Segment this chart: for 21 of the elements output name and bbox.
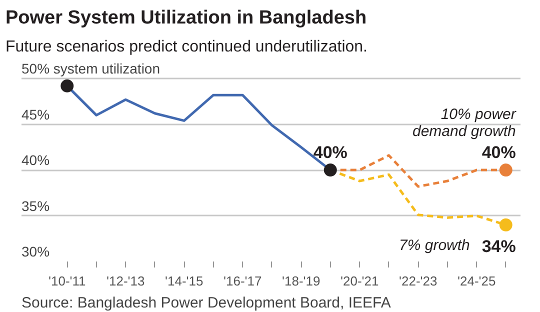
chart-title: Power System Utilization in Bangladesh xyxy=(6,8,367,28)
y-tick-label: 40% xyxy=(22,152,50,168)
x-tick-label: '16-'17 xyxy=(224,274,262,288)
series-label: 10% power demand growth xyxy=(412,106,517,140)
x-tick-label: '14-'15 xyxy=(165,274,204,288)
data-label: 40% xyxy=(482,143,516,162)
data-label: 34% xyxy=(482,236,516,256)
source-note: Source: Bangladesh Power Development Board, IEEFA xyxy=(22,294,391,312)
x-tick-label: '24-'25 xyxy=(458,274,496,288)
x-tick-label: '22-'23 xyxy=(399,274,438,288)
x-tick-label: '18-'19 xyxy=(282,274,320,288)
series-label: 7% growth xyxy=(399,236,470,254)
y-tick-label: 35% xyxy=(22,198,50,214)
data-label: 40% xyxy=(313,143,348,162)
y-tick-label: 45% xyxy=(22,106,50,122)
x-tick-label: '10-'11 xyxy=(48,274,86,288)
x-tick-label: '12-'13 xyxy=(106,274,145,288)
y-tick-label: 50% system utilization xyxy=(22,60,160,77)
chart-subtitle: Future scenarios predict continued underutilization. xyxy=(6,38,368,56)
y-tick-label: 30% xyxy=(22,244,50,260)
x-tick-label: '20-'21 xyxy=(340,274,379,288)
